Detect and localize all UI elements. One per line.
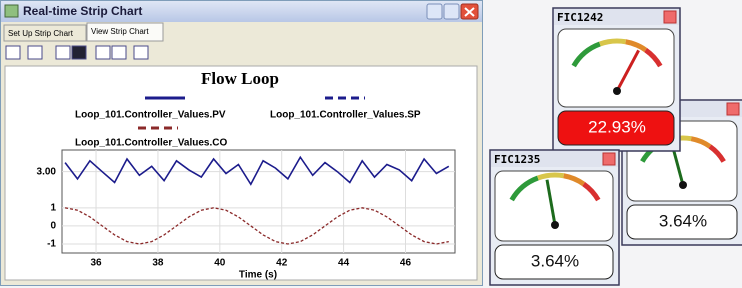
- gauge-close[interactable]: [727, 103, 739, 115]
- plot: 3.00 1 0 -1 36 38 40 42 44 46: [37, 150, 455, 269]
- y-tick-label: 3.00: [37, 166, 57, 177]
- x-tick-label: 36: [90, 258, 102, 269]
- gauge-pivot: [679, 181, 687, 189]
- gauge-pivot: [551, 221, 559, 229]
- x-tick-label: 40: [214, 258, 226, 269]
- tool-button[interactable]: [56, 46, 70, 59]
- gauge-value: 3.64%: [531, 251, 579, 270]
- x-axis-label: Time (s): [239, 270, 277, 281]
- x-tick-label: 44: [338, 258, 350, 269]
- gauge-tag: FIC1235: [494, 153, 540, 166]
- tab-label[interactable]: Set Up Strip Chart: [8, 29, 74, 38]
- tool-button[interactable]: [72, 46, 86, 59]
- gauge-close[interactable]: [603, 153, 615, 165]
- legend-label: Loop_101.Controller_Values.CO: [75, 138, 227, 149]
- plot-frame: [62, 150, 455, 253]
- x-tick-label: 46: [400, 258, 412, 269]
- tool-button[interactable]: [134, 46, 148, 59]
- tool-button[interactable]: [6, 46, 20, 59]
- gauge-close[interactable]: [664, 11, 676, 23]
- y-tick-label: 0: [50, 221, 56, 232]
- tool-button[interactable]: [96, 46, 110, 59]
- minimize-button[interactable]: [427, 4, 442, 19]
- chart-title: Flow Loop: [201, 69, 279, 88]
- window-title: Real-time Strip Chart: [23, 4, 142, 18]
- legend-label: Loop_101.Controller_Values.PV: [75, 110, 226, 121]
- x-tick-label: 42: [276, 258, 288, 269]
- app-icon: [5, 5, 18, 17]
- gauge-arc: [538, 175, 564, 178]
- y-tick-label: -1: [47, 239, 56, 250]
- legend-label: Loop_101.Controller_Values.SP: [270, 110, 421, 121]
- gauge-arc: [600, 41, 626, 44]
- maximize-button[interactable]: [444, 4, 459, 19]
- gauge-tag: FIC1242: [557, 11, 603, 24]
- tab-label[interactable]: View Strip Chart: [91, 27, 149, 36]
- tool-button[interactable]: [28, 46, 42, 59]
- gauge-value: 3.64%: [659, 211, 707, 230]
- y-tick-label: 1: [50, 202, 56, 213]
- gauge-value: 22.93%: [588, 117, 646, 136]
- gauge-pivot: [613, 87, 621, 95]
- screen: Real-time Strip Chart Set Up Strip Chart…: [0, 0, 742, 288]
- tool-button[interactable]: [112, 46, 126, 59]
- x-tick-label: 38: [152, 258, 164, 269]
- gauge-dial: [495, 171, 613, 241]
